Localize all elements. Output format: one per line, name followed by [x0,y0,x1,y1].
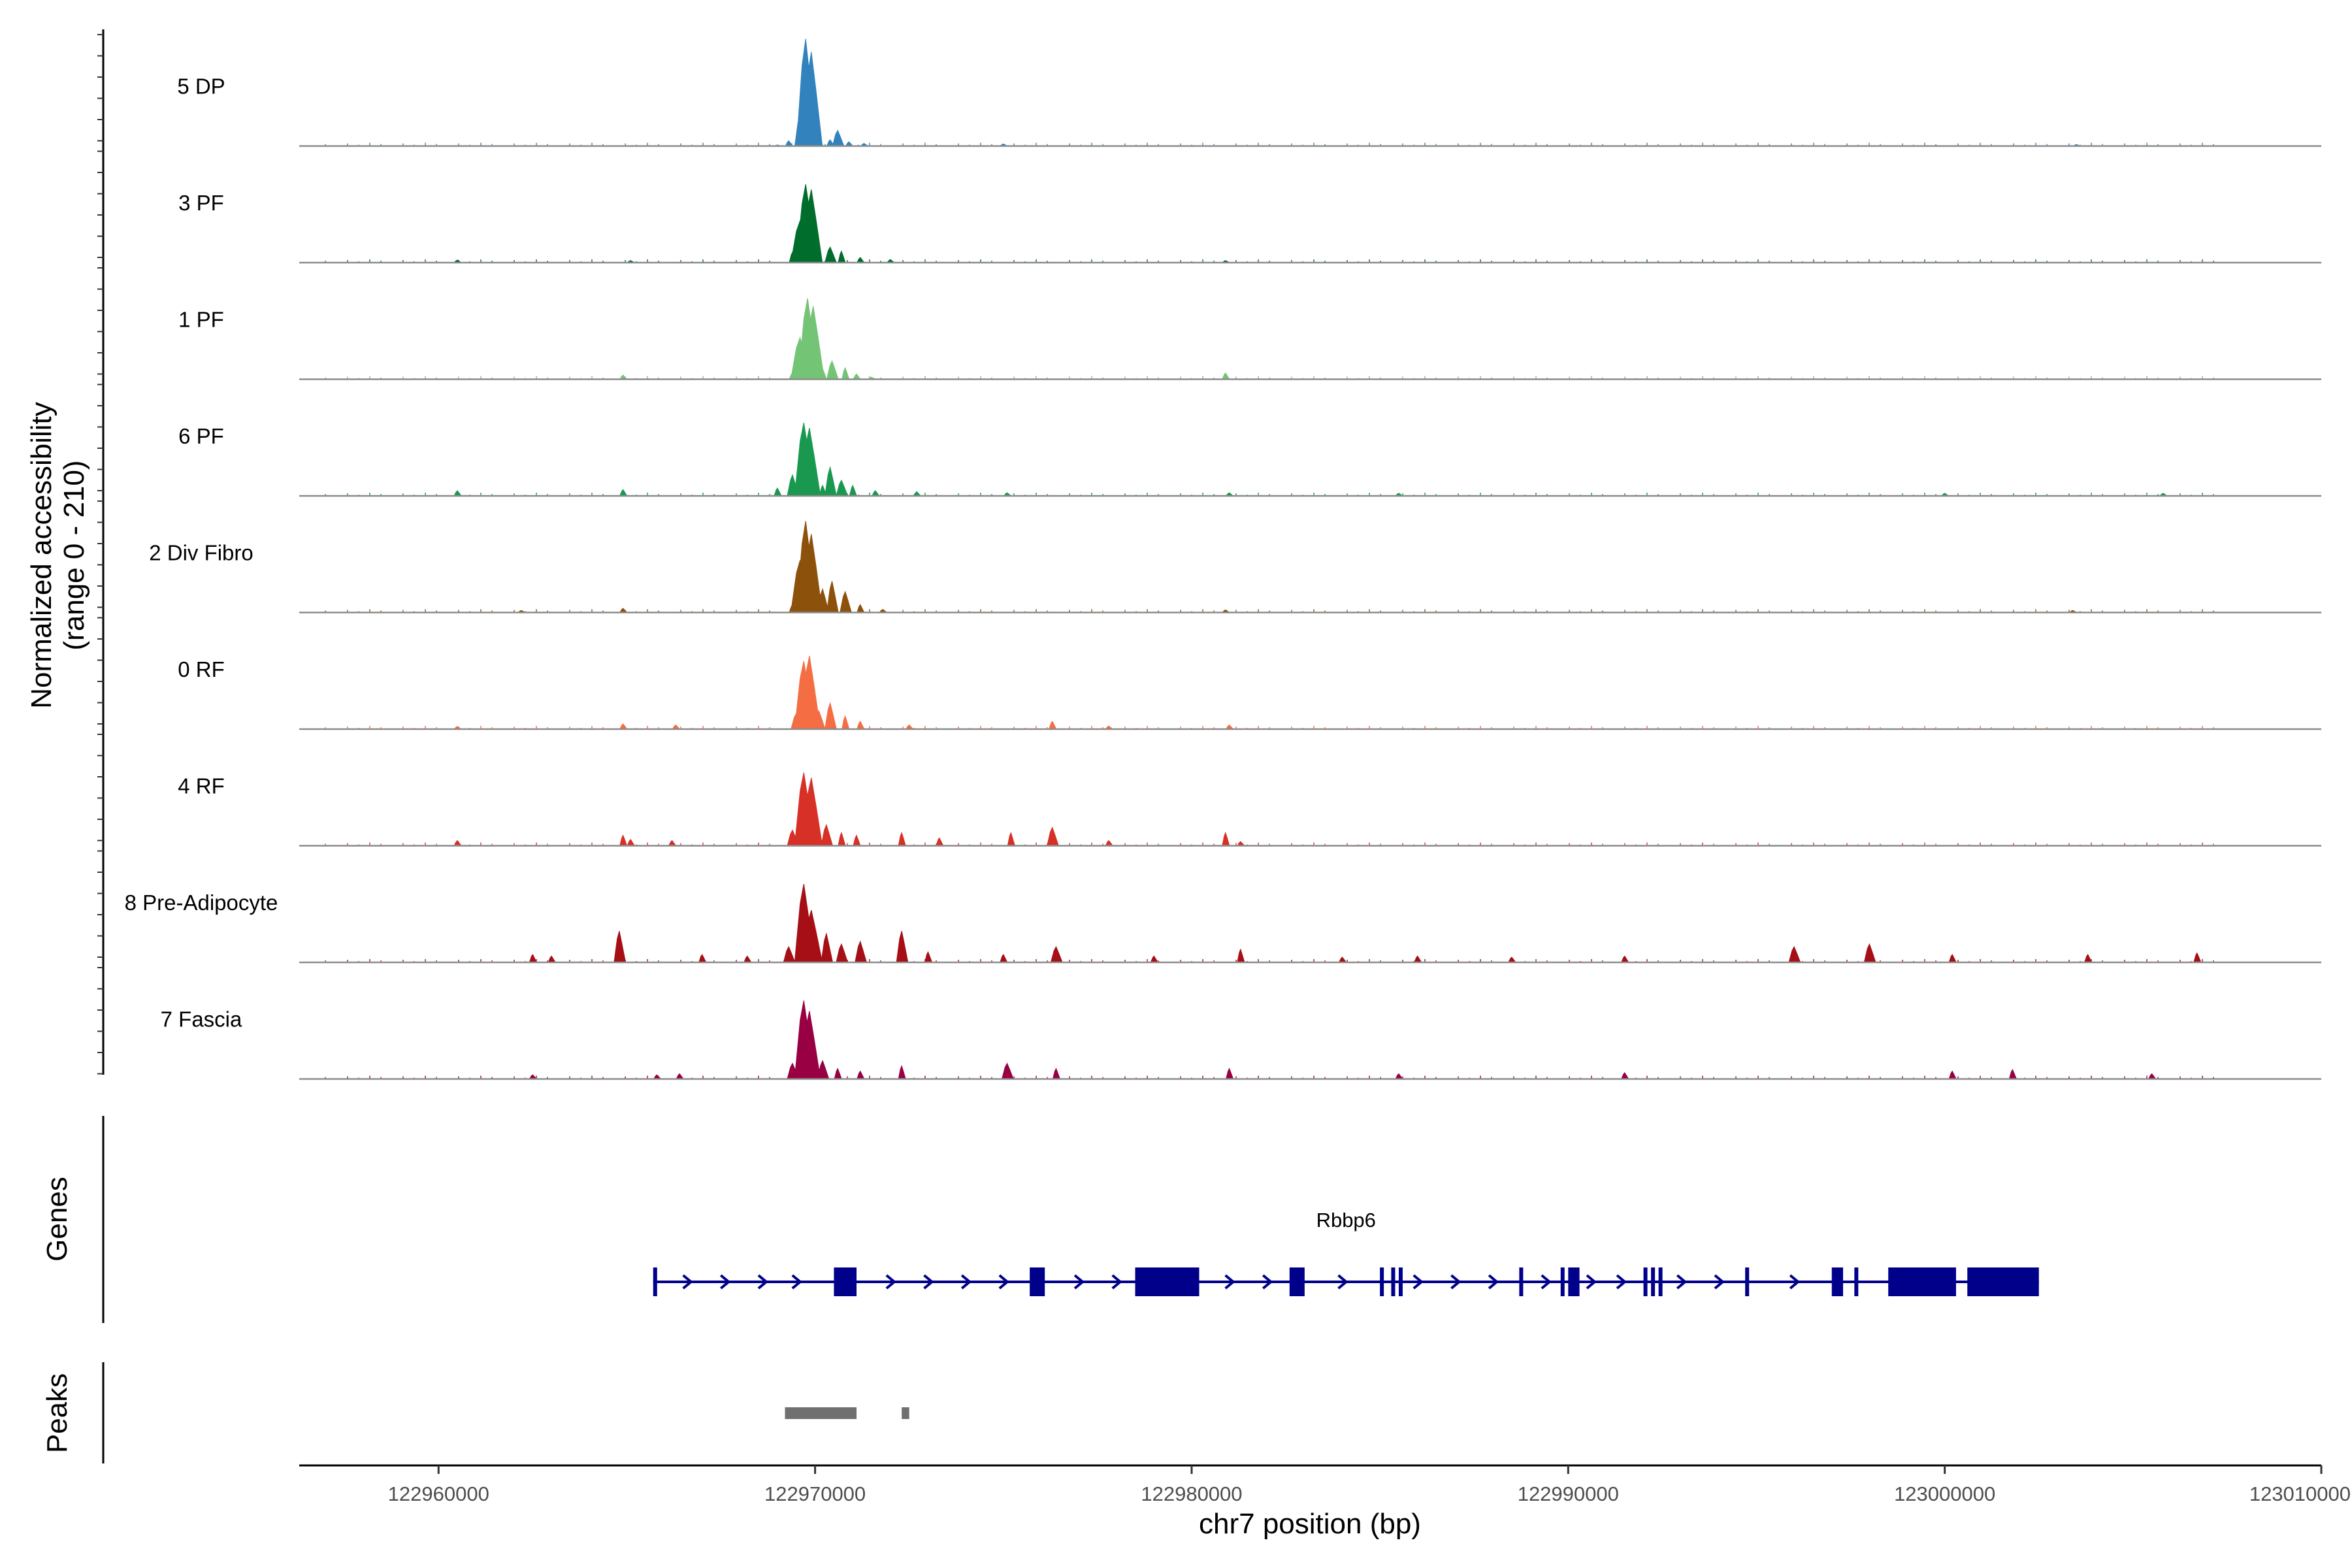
gene-exon [1568,1267,1580,1296]
track-label: 4 RF [178,774,225,798]
gene-exon [1519,1267,1524,1296]
gene-track: Rbbp6 [653,1209,2039,1296]
x-axis-ticks: 122960000 122970000 122980000 122990000 1230… [388,1465,2351,1505]
track-label: 1 PF [178,308,224,332]
strand-arrow-icon [1541,1274,1552,1290]
track-label: 3 PF [178,191,224,215]
strand-arrow-icon [757,1274,769,1290]
track-label: 0 RF [178,657,225,681]
gene-exon [1651,1267,1656,1296]
track-label: 8 Pre-Adipocyte [125,890,278,915]
strand-arrow-icon [1714,1274,1725,1290]
strand-arrow-icon [1450,1274,1462,1290]
gene-exon [1831,1267,1844,1296]
gene-exon [1967,1267,2039,1296]
track-5-dp: 5 DP [177,39,2321,147]
track-label: 2 Div Fibro [149,541,253,565]
gene-exon [1135,1267,1200,1296]
track-6-pf: 6 PF [178,422,2321,497]
gene-exon [1658,1267,1663,1296]
track-label: 6 PF [178,424,224,448]
x-tick-label: 122990000 [1518,1482,1619,1505]
track-label: 7 Fascia [161,1007,242,1032]
track-4-rf: 4 RF [178,772,2321,847]
peak-track [785,1407,909,1419]
strand-arrow-icon [960,1274,972,1290]
genes-panel-title: Genes [41,1177,73,1262]
gene-exon [1030,1267,1045,1296]
gene-exon [1289,1267,1305,1296]
x-tick-label: 122980000 [1141,1482,1242,1505]
track-8-pre-adipocyte: 8 Pre-Adipocyte [125,883,2321,964]
strand-arrow-icon [682,1274,693,1290]
track-2-div-fibro: 2 Div Fibro [149,521,2321,613]
peak-region [902,1407,909,1419]
strand-arrow-icon [1337,1274,1348,1290]
gene-exon [1888,1267,1956,1296]
gene-exon [1398,1267,1403,1296]
gene-exon [834,1267,857,1296]
strand-arrow-icon [1111,1274,1122,1290]
accessibility-area [299,298,2321,380]
strand-arrow-icon [923,1274,934,1290]
y-axis-title-line2: (range 0 - 210) [58,460,90,650]
x-tick-label: 123010000 [2249,1482,2351,1505]
peak-region [785,1407,857,1419]
coverage-y-axis-ticks [97,34,103,1075]
strand-arrow-icon [1262,1274,1273,1290]
track-0-rf: 0 RF [178,655,2321,730]
track-1-pf: 1 PF [178,298,2321,380]
strand-arrow-icon [1488,1274,1499,1290]
x-axis-title: chr7 position (bp) [1199,1508,1421,1540]
strand-arrow-icon [1676,1274,1688,1290]
strand-arrow-icon [1586,1274,1597,1290]
strand-arrow-icon [1073,1274,1085,1290]
strand-arrow-icon [1789,1274,1801,1290]
strand-arrow-icon [719,1274,731,1290]
x-tick-label: 123000000 [1894,1482,1995,1505]
strand-arrow-icon [1413,1274,1424,1290]
y-axis-title-line1: Normalized accessibility [25,402,57,708]
gene-exon [1745,1267,1750,1296]
strand-arrow-icon [1224,1274,1235,1290]
gene-exon [653,1267,657,1296]
track-3-pf: 3 PF [178,184,2321,264]
gene-exon [1391,1267,1396,1296]
gene-exon [1643,1267,1648,1296]
gene-exon [1380,1267,1384,1296]
strand-arrow-icon [1616,1274,1627,1290]
accessibility-area [299,422,2321,497]
strand-arrow-icon [791,1274,802,1290]
x-tick-label: 122970000 [764,1482,866,1505]
gene-exon [1854,1267,1859,1296]
strand-arrow-icon [1932,1274,1944,1290]
x-tick-label: 122960000 [388,1482,489,1505]
track-7-fascia: 7 Fascia [161,1000,2321,1080]
track-label: 5 DP [177,74,225,99]
accessibility-area [299,772,2321,846]
gene-name-label: Rbbp6 [1316,1209,1376,1232]
gene-exon [1560,1267,1565,1296]
strand-arrow-icon [885,1274,896,1290]
strand-arrow-icon [998,1274,1009,1290]
coverage-tracks: 5 DP 3 PF 1 PF 6 PF 2 Div Fibro 0 RF 4 RF 8 Pre… [125,39,2321,1080]
peaks-panel-title: Peaks [41,1373,73,1453]
